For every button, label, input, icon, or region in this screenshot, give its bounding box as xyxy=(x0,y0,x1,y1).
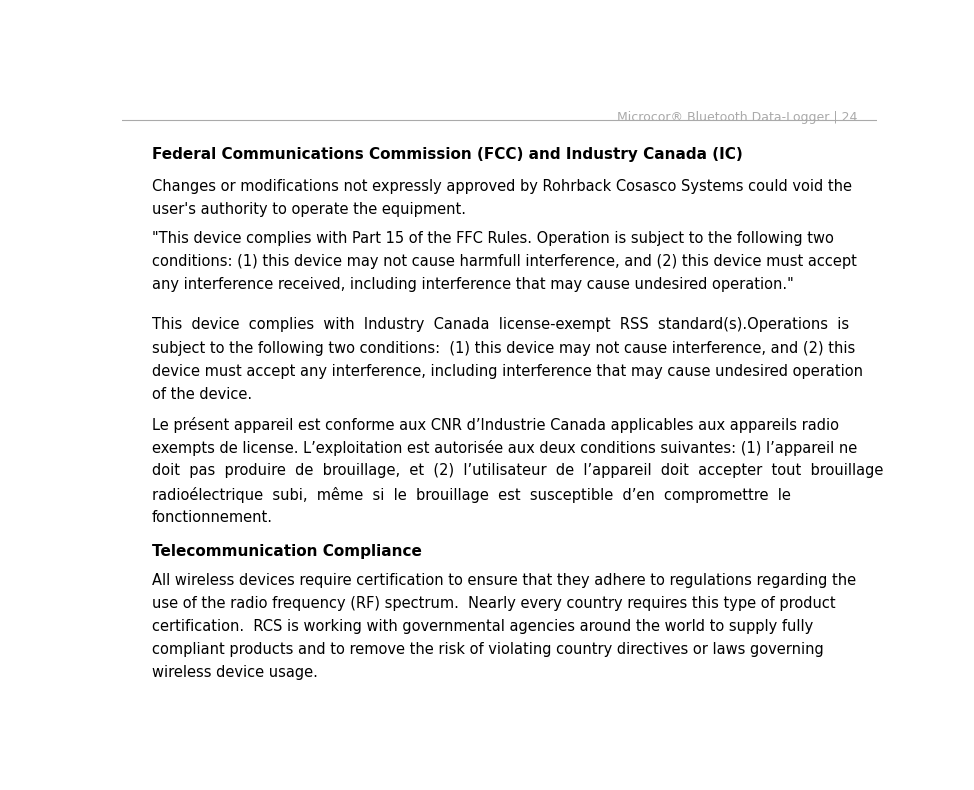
Text: Telecommunication Compliance: Telecommunication Compliance xyxy=(152,544,422,559)
Text: "This device complies with Part 15 of the FFC Rules. Operation is subject to the: "This device complies with Part 15 of th… xyxy=(152,231,834,246)
Text: conditions: (1) this device may not cause harmfull interference, and (2) this de: conditions: (1) this device may not caus… xyxy=(152,254,857,269)
Text: wireless device usage.: wireless device usage. xyxy=(152,665,318,680)
Text: All wireless devices require certification to ensure that they adhere to regulat: All wireless devices require certificati… xyxy=(152,573,856,588)
Text: certification.  RCS is working with governmental agencies around the world to su: certification. RCS is working with gover… xyxy=(152,619,813,634)
Text: compliant products and to remove the risk of violating country directives or law: compliant products and to remove the ris… xyxy=(152,642,824,657)
Text: any interference received, including interference that may cause undesired opera: any interference received, including int… xyxy=(152,277,794,292)
Text: radioélectrique  subi,  même  si  le  brouillage  est  susceptible  d’en  compro: radioélectrique subi, même si le brouill… xyxy=(152,487,791,502)
Text: doit  pas  produire  de  brouillage,  et  (2)  l’utilisateur  de  l’appareil  do: doit pas produire de brouillage, et (2) … xyxy=(152,464,883,479)
Text: This  device  complies  with  Industry  Canada  license-exempt  RSS  standard(s): This device complies with Industry Canad… xyxy=(152,318,849,333)
Text: Changes or modifications not expressly approved by Rohrback Cosasco Systems coul: Changes or modifications not expressly a… xyxy=(152,179,852,194)
Text: Le présent appareil est conforme aux CNR d’Industrie Canada applicables aux appa: Le présent appareil est conforme aux CNR… xyxy=(152,417,839,433)
Text: of the device.: of the device. xyxy=(152,387,252,402)
Text: use of the radio frequency (RF) spectrum.  Nearly every country requires this ty: use of the radio frequency (RF) spectrum… xyxy=(152,596,836,611)
Text: subject to the following two conditions:  (1) this device may not cause interfer: subject to the following two conditions:… xyxy=(152,340,855,356)
Text: fonctionnement.: fonctionnement. xyxy=(152,510,273,525)
Text: exempts de license. L’exploitation est autorisée aux deux conditions suivantes: : exempts de license. L’exploitation est a… xyxy=(152,440,857,457)
Text: user's authority to operate the equipment.: user's authority to operate the equipmen… xyxy=(152,202,466,217)
Text: device must accept any interference, including interference that may cause undes: device must accept any interference, inc… xyxy=(152,363,863,378)
Text: Microcor® Bluetooth Data-Logger | 24: Microcor® Bluetooth Data-Logger | 24 xyxy=(618,111,858,124)
Text: Federal Communications Commission (FCC) and Industry Canada (IC): Federal Communications Commission (FCC) … xyxy=(152,146,743,161)
